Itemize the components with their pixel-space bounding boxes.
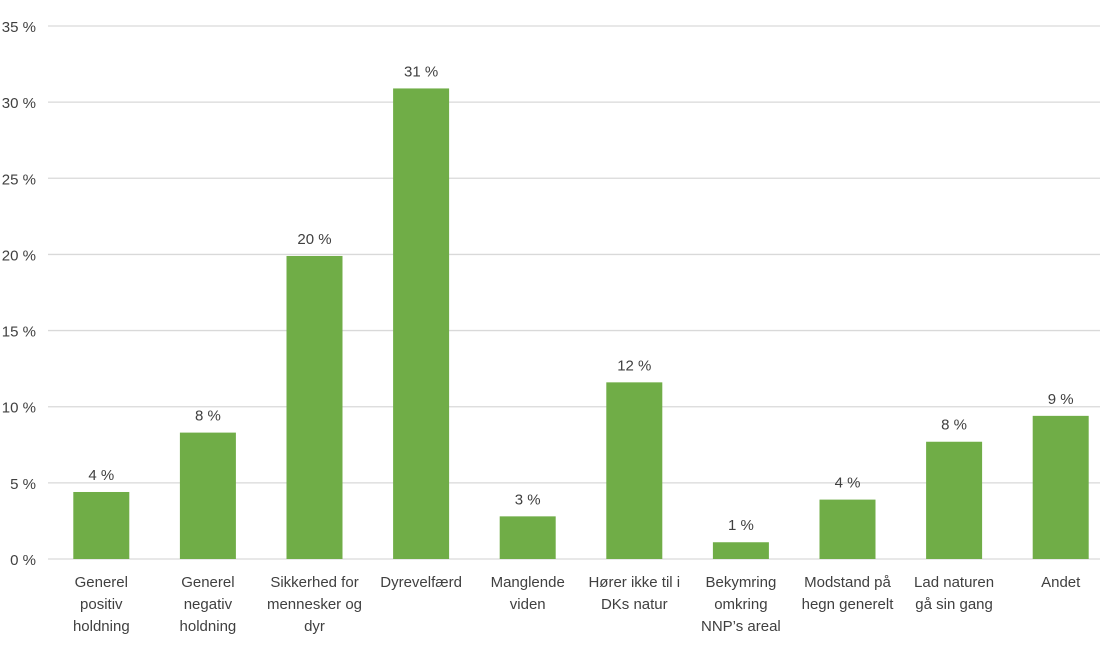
- x-tick-label: Dyrevelfærd: [380, 574, 462, 591]
- data-label: 1 %: [728, 517, 754, 534]
- bar: [73, 491, 130, 559]
- data-label: 4 %: [835, 475, 861, 492]
- bar: [179, 432, 236, 559]
- x-tick-label: DKs natur: [601, 596, 668, 613]
- data-label: 12 %: [617, 357, 651, 374]
- y-tick-label: 25 %: [2, 171, 36, 188]
- y-axis: 0 % 5 % 10 % 15 % 20 % 25 % 30 % 35 %: [2, 19, 36, 569]
- y-tick-label: 15 %: [2, 324, 36, 341]
- y-tick-label: 10 %: [2, 400, 36, 417]
- x-tick-label: Generel: [181, 574, 234, 591]
- data-label: 31 %: [404, 63, 438, 80]
- bar: [712, 542, 769, 559]
- x-tick-label: Manglende: [491, 574, 565, 591]
- bar: [606, 382, 663, 559]
- x-tick-label: Hører ikke til i: [588, 574, 680, 591]
- data-label: 3 %: [515, 491, 541, 508]
- x-tick-label: Generel: [75, 574, 128, 591]
- bar: [499, 516, 556, 559]
- data-label: 8 %: [941, 417, 967, 434]
- x-tick-label: holdning: [180, 618, 237, 635]
- x-tick-label: omkring: [714, 596, 767, 613]
- bars: [73, 88, 1089, 560]
- x-tick-label: dyr: [304, 618, 325, 635]
- data-label: 20 %: [297, 231, 331, 248]
- x-tick-label: Sikkerhed for: [270, 574, 358, 591]
- data-label: 8 %: [195, 408, 221, 425]
- y-tick-label: 0 %: [10, 552, 36, 569]
- x-tick-label: positiv: [80, 596, 123, 613]
- bar: [393, 88, 450, 560]
- x-tick-label: Bekymring: [705, 574, 776, 591]
- x-tick-label: negativ: [184, 596, 233, 613]
- x-tick-label: holdning: [73, 618, 130, 635]
- x-tick-label: hegn generelt: [802, 596, 895, 613]
- x-tick-label: viden: [510, 596, 546, 613]
- y-tick-label: 30 %: [2, 95, 36, 112]
- x-axis: Generel positiv holdning Generel negativ hold…: [73, 574, 1081, 635]
- y-tick-label: 35 %: [2, 19, 36, 36]
- bar: [819, 499, 876, 559]
- y-tick-label: 20 %: [2, 247, 36, 264]
- x-tick-label: gå sin gang: [915, 596, 993, 613]
- data-label: 4 %: [88, 467, 114, 484]
- bar: [926, 441, 983, 559]
- x-tick-label: Modstand på: [804, 574, 891, 591]
- x-tick-label: mennesker og: [267, 596, 362, 613]
- bar: [286, 255, 343, 560]
- x-tick-label: NNP’s areal: [701, 618, 781, 635]
- bar: [1032, 415, 1089, 559]
- x-tick-label: Andet: [1041, 574, 1081, 591]
- x-tick-label: Lad naturen: [914, 574, 994, 591]
- data-label: 9 %: [1048, 391, 1074, 408]
- y-tick-label: 5 %: [10, 476, 36, 493]
- data-labels: 4 % 8 % 20 % 31 % 3 % 12 % 1 % 4 % 8 % 9 %: [88, 63, 1073, 534]
